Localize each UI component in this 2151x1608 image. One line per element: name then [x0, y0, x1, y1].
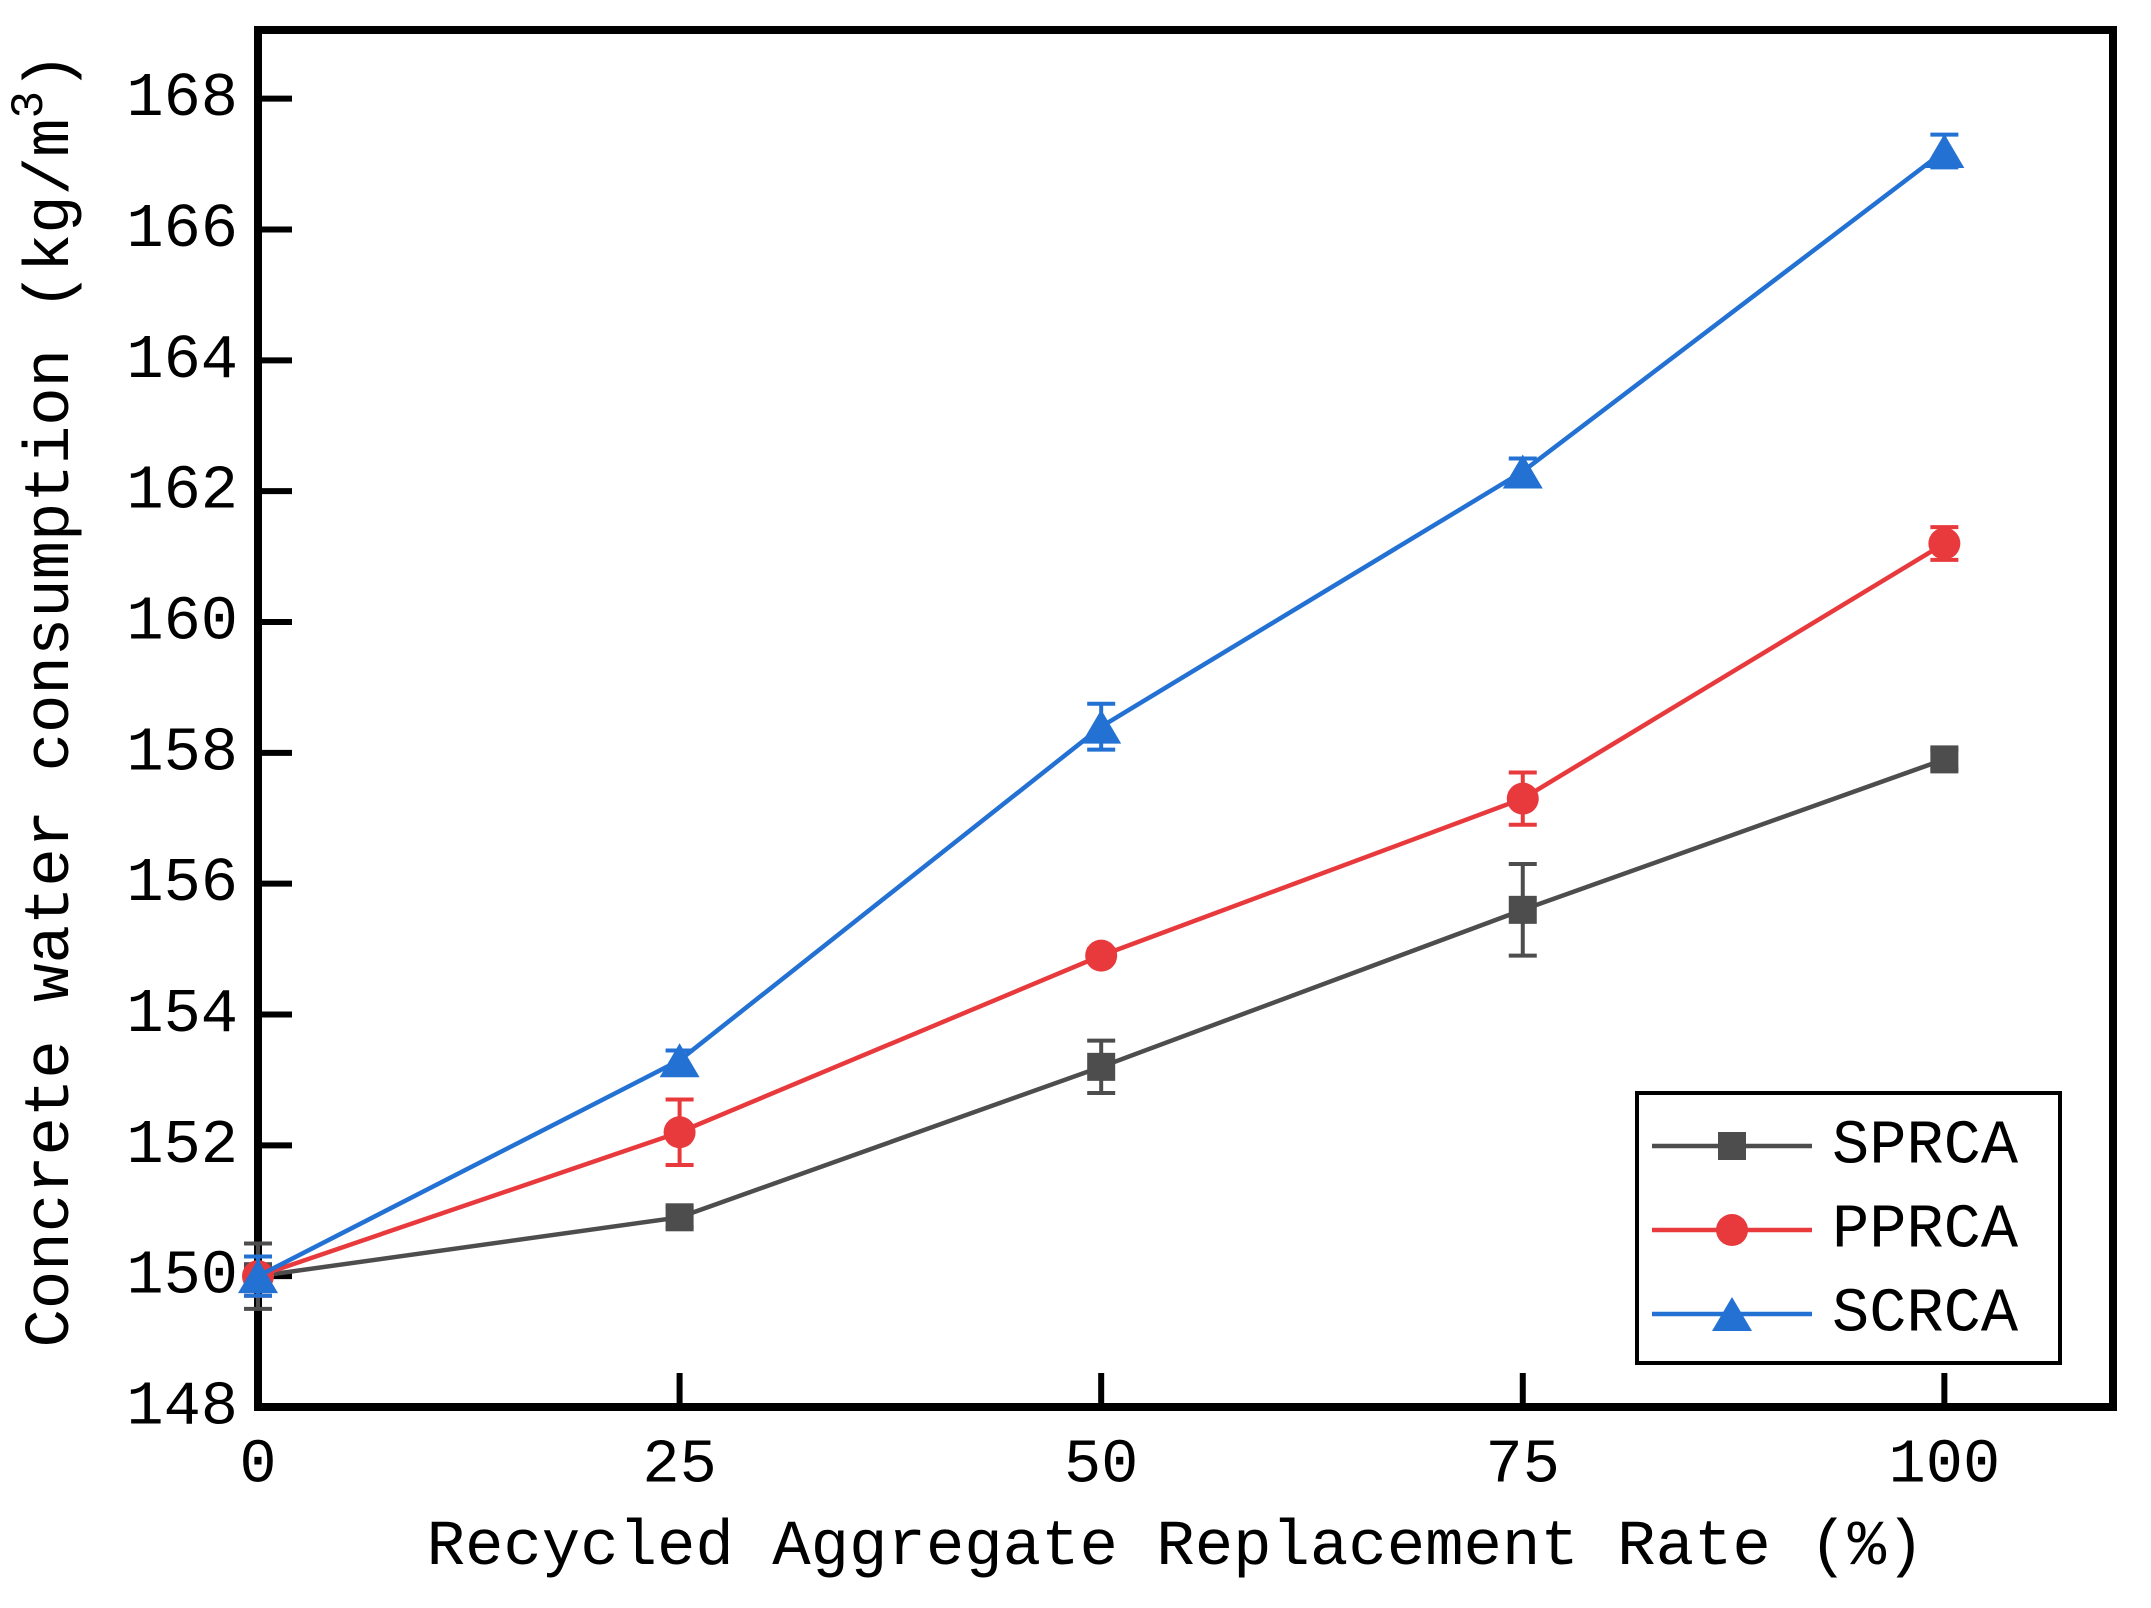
- marker-triangle: [238, 1259, 278, 1294]
- marker-triangle: [1502, 454, 1543, 489]
- marker-triangle: [1924, 134, 1965, 169]
- y-tick-label: 156: [126, 848, 238, 919]
- y-tick-label: 166: [126, 194, 238, 265]
- x-tick-label: 50: [1064, 1430, 1138, 1501]
- y-tick-label: 168: [126, 63, 238, 134]
- y-tick-label: 158: [126, 717, 238, 788]
- y-tick-label: 150: [126, 1241, 238, 1312]
- marker-triangle: [1081, 709, 1122, 744]
- y-tick-label: 154: [126, 979, 238, 1050]
- legend-entry-SCRCA: SCRCA: [1652, 1279, 2019, 1350]
- marker-circle: [1506, 782, 1539, 815]
- marker-square: [1508, 895, 1537, 924]
- y-tick-label: 160: [126, 587, 238, 658]
- y-axis-ticks: 148 150 152 154 156 158 160 162 164 166 168: [126, 63, 292, 1443]
- legend-label: SCRCA: [1832, 1279, 2019, 1350]
- marker-circle: [1716, 1214, 1748, 1246]
- x-tick-label: 25: [642, 1430, 716, 1501]
- x-tick-label: 0: [239, 1430, 276, 1501]
- legend-entry-SPRCA: SPRCA: [1652, 1111, 2019, 1182]
- marker-circle: [1928, 527, 1961, 560]
- marker-square: [1930, 745, 1959, 774]
- x-axis-ticks: 0 25 50 75 100: [239, 1373, 2000, 1501]
- marker-square: [665, 1203, 694, 1232]
- plot-frame: [254, 26, 2117, 1411]
- y-tick-label: 148: [126, 1372, 238, 1443]
- marker-circle: [663, 1116, 696, 1149]
- legend-label: SPRCA: [1832, 1111, 2019, 1182]
- series-SPRCA: [244, 745, 1959, 1311]
- marker-square: [1087, 1052, 1116, 1081]
- legend-label: PPRCA: [1832, 1195, 2019, 1266]
- y-axis-title: Concrete water consumption (kg/m3): [4, 52, 88, 1347]
- x-tick-label: 100: [1889, 1430, 2001, 1501]
- series-SCRCA: [238, 132, 1965, 1298]
- marker-square: [1718, 1132, 1746, 1160]
- x-tick-label: 75: [1486, 1430, 1560, 1501]
- marker-triangle: [659, 1043, 700, 1078]
- legend: SPRCA PPRCA SCRCA: [1635, 1091, 2062, 1365]
- x-axis-title: Recycled Aggregate Replacement Rate (%): [427, 1512, 1925, 1584]
- legend-entry-PPRCA: PPRCA: [1652, 1195, 2019, 1266]
- marker-circle: [1085, 939, 1118, 972]
- y-tick-label: 164: [126, 325, 238, 396]
- marker-triangle: [1712, 1297, 1752, 1331]
- y-tick-label: 162: [126, 456, 238, 527]
- y-tick-label: 152: [126, 1110, 238, 1181]
